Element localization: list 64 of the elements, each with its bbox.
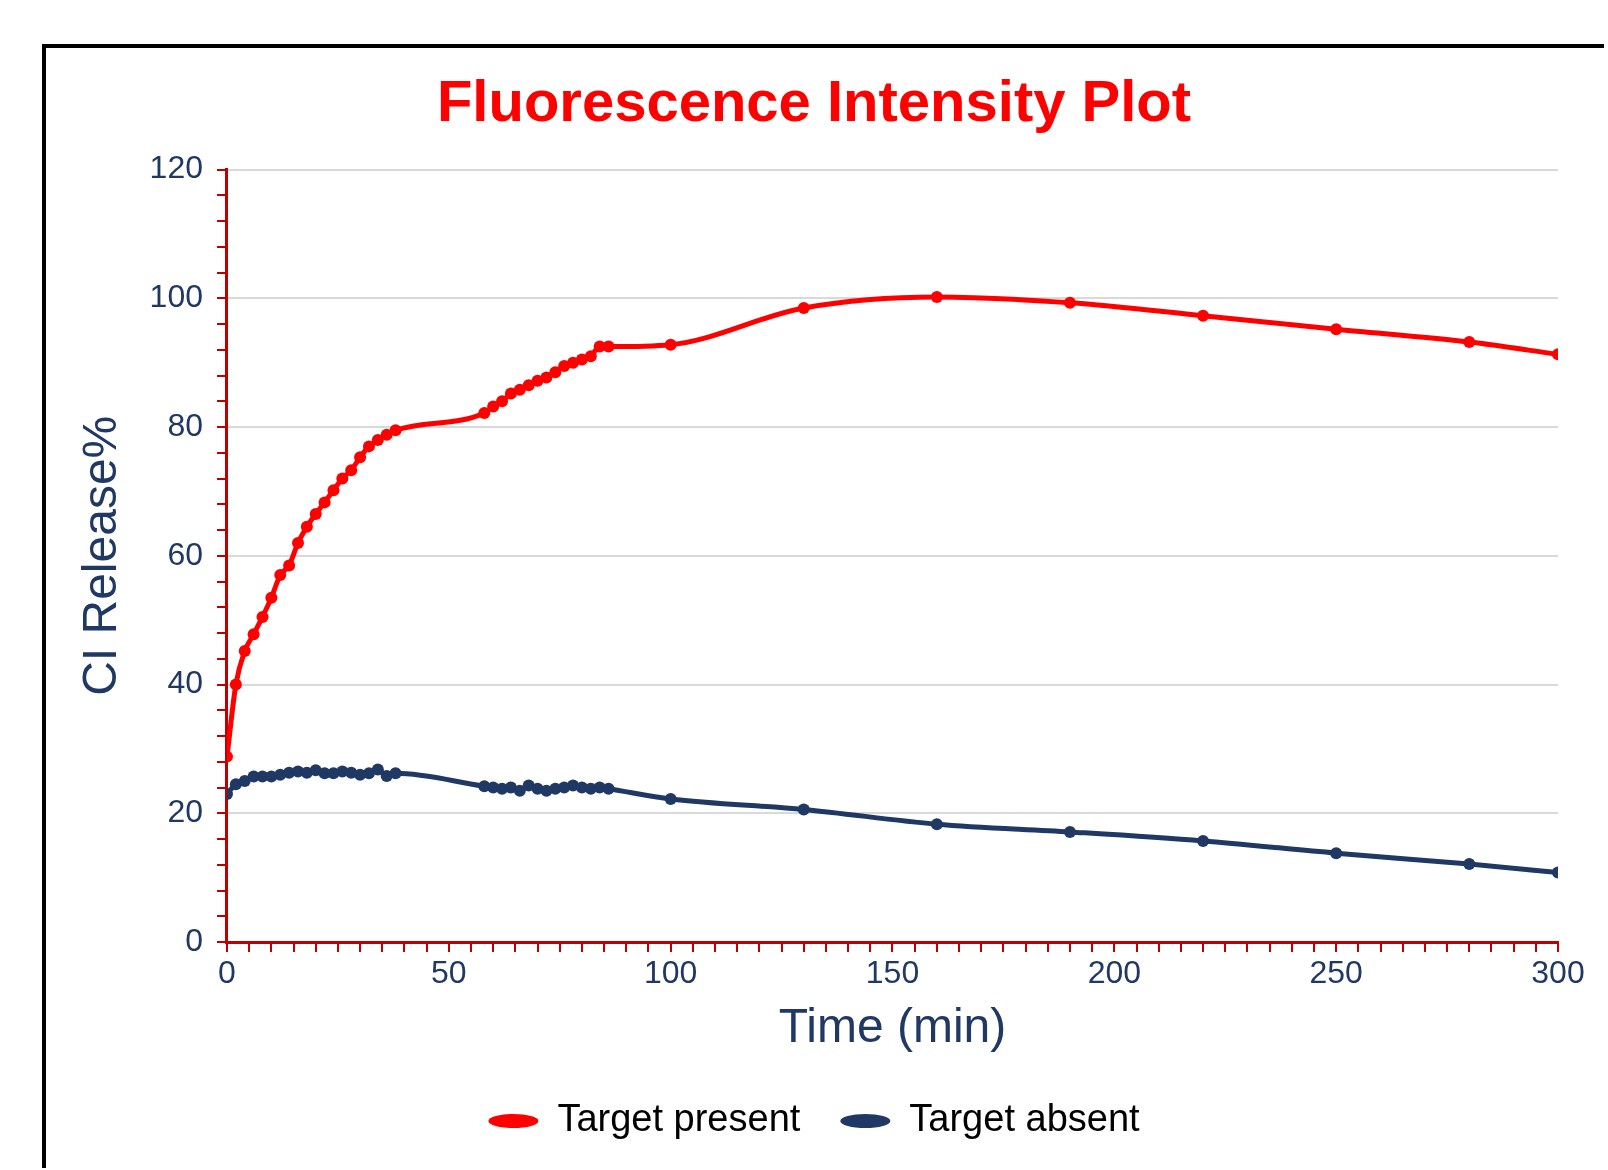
- y-tick-label: 80: [167, 406, 203, 443]
- point: [496, 395, 509, 408]
- y-tick-label: 120: [149, 149, 203, 186]
- point: [549, 366, 562, 379]
- point: [1063, 296, 1076, 309]
- y-tick-label: 100: [149, 278, 203, 315]
- point: [797, 803, 810, 816]
- point: [229, 678, 242, 691]
- point: [584, 350, 597, 363]
- point: [558, 359, 571, 372]
- legend-label: Target absent: [909, 1097, 1141, 1140]
- point: [522, 379, 535, 392]
- point: [283, 559, 296, 572]
- x-tick-label: 200: [1087, 954, 1142, 991]
- point: [513, 784, 526, 797]
- point: [309, 507, 322, 520]
- point: [389, 424, 402, 437]
- x-tick-label: 0: [218, 954, 236, 991]
- y-tick-label: 60: [167, 535, 203, 572]
- point: [345, 464, 358, 477]
- point: [354, 451, 367, 464]
- x-axis-title: Time (min): [778, 999, 1007, 1053]
- point: [602, 782, 615, 795]
- x-tick-label: 100: [643, 954, 698, 991]
- point: [247, 628, 260, 641]
- chart-title: Fluorescence Intensity Plot: [436, 67, 1192, 133]
- point: [664, 793, 677, 806]
- point: [238, 775, 251, 788]
- point: [327, 484, 340, 497]
- point: [318, 496, 331, 509]
- point: [930, 818, 943, 831]
- point: [1197, 834, 1210, 847]
- point: [380, 428, 393, 441]
- point: [265, 591, 278, 604]
- point: [540, 371, 553, 384]
- point: [256, 610, 269, 623]
- x-tick-label: 50: [431, 954, 467, 991]
- point: [797, 301, 810, 314]
- point: [300, 520, 313, 533]
- point: [1330, 323, 1343, 336]
- point: [1463, 336, 1476, 349]
- point: [1330, 847, 1343, 860]
- y-axis-title: CI Release%: [73, 415, 127, 696]
- point: [238, 645, 251, 658]
- y-tick-label: 40: [167, 664, 203, 701]
- point: [1463, 858, 1476, 871]
- y-tick-label: 0: [185, 921, 203, 958]
- point: [371, 433, 384, 446]
- x-tick-label: 250: [1309, 954, 1363, 991]
- x-tick-label: 300: [1531, 954, 1585, 991]
- point: [389, 767, 402, 780]
- point: [291, 536, 304, 549]
- x-tick-label: 150: [865, 954, 920, 991]
- point: [274, 569, 287, 582]
- legend-label: Target present: [557, 1097, 801, 1140]
- point: [1197, 309, 1210, 322]
- point: [664, 338, 677, 351]
- point: [371, 763, 384, 776]
- point: [1063, 825, 1076, 838]
- y-tick-label: 20: [167, 793, 203, 830]
- point: [336, 472, 349, 485]
- point: [362, 440, 375, 453]
- point: [478, 406, 491, 419]
- point: [930, 291, 943, 304]
